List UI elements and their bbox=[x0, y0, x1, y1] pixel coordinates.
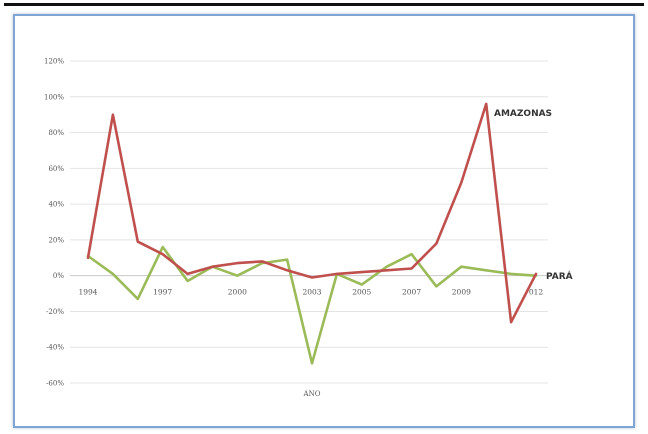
y-tick-label: 60% bbox=[48, 165, 64, 173]
series-label-amazonas: AMAZONAS bbox=[494, 109, 552, 119]
series-line-para bbox=[86, 245, 538, 365]
x-axis-title: ANO bbox=[303, 390, 321, 398]
gridlines bbox=[70, 60, 548, 384]
series-label-para: PARÁ bbox=[546, 270, 573, 282]
y-tick-label: -60% bbox=[46, 380, 64, 388]
y-tick-label: 100% bbox=[44, 93, 64, 101]
y-tick-label: 0% bbox=[53, 272, 64, 280]
x-tick-label: 2007 bbox=[402, 288, 421, 297]
x-axis-ticks: 1994 1997 2000 2003 2005 2007 2009 012 bbox=[78, 288, 543, 297]
y-tick-label: -40% bbox=[46, 344, 64, 352]
x-tick-label: 2003 bbox=[302, 288, 321, 297]
y-tick-label: 40% bbox=[48, 201, 64, 209]
top-rule bbox=[4, 3, 644, 6]
y-tick-label: 20% bbox=[48, 236, 64, 244]
y-tick-label: 120% bbox=[44, 58, 64, 66]
x-tick-label: 2009 bbox=[452, 288, 471, 297]
x-tick-label: 012 bbox=[529, 288, 544, 297]
y-tick-label: -20% bbox=[46, 308, 64, 316]
x-tick-label: 2005 bbox=[352, 288, 371, 297]
series-line-amazonas bbox=[86, 102, 538, 324]
x-tick-label: 1997 bbox=[153, 288, 172, 297]
x-tick-label: 2000 bbox=[228, 288, 247, 297]
x-tick-label: 1994 bbox=[78, 288, 97, 297]
chart-frame bbox=[13, 14, 635, 428]
y-axis-ticks: -60% -40% -20% 0% 20% 40% 60% 80% 100% 120% bbox=[44, 58, 64, 388]
y-tick-label: 80% bbox=[48, 129, 64, 137]
series-lines bbox=[86, 102, 538, 365]
